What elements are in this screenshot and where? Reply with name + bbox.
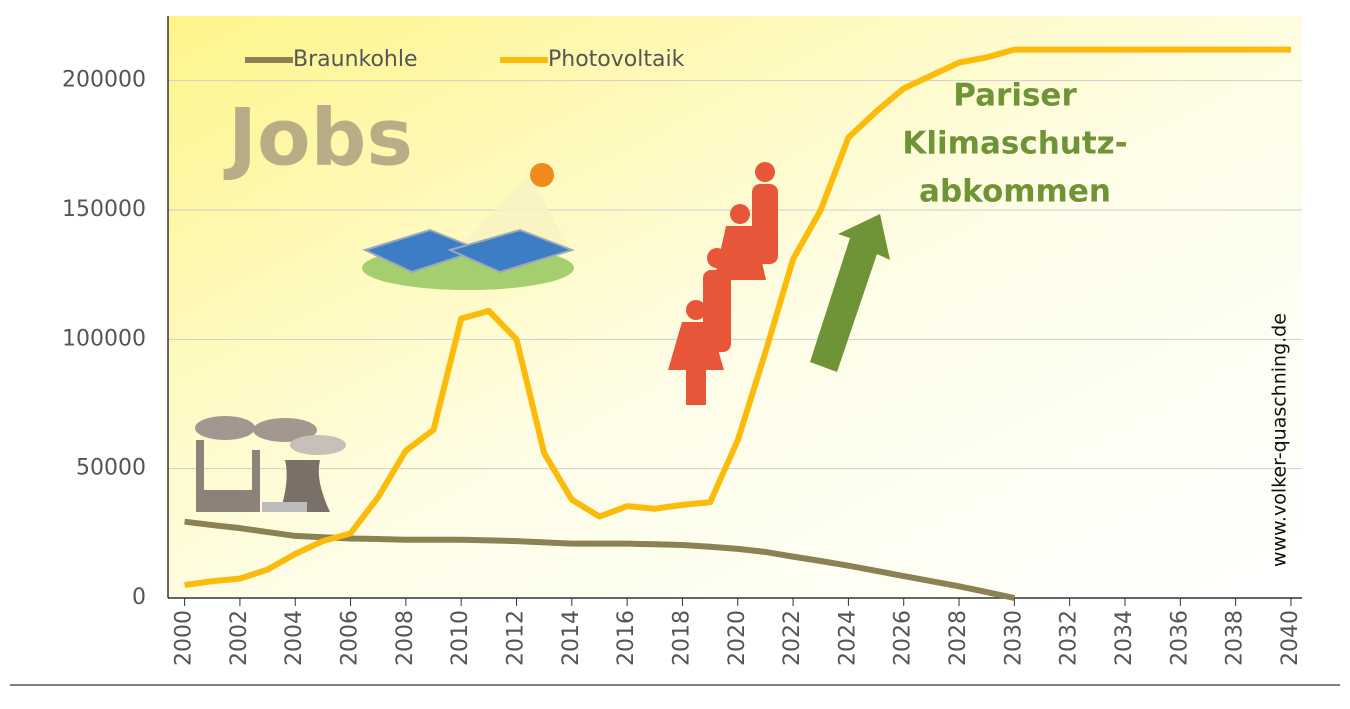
factory-icon: [195, 416, 346, 512]
y-tick-label: 200000: [62, 68, 146, 93]
solar-icon: [362, 163, 576, 290]
x-tick-label: 2000: [172, 610, 197, 666]
legend-label: Photovoltaik: [548, 47, 685, 72]
x-tick-label: 2036: [1167, 610, 1192, 666]
x-tick-label: 2010: [448, 610, 473, 666]
x-tick-label: 2040: [1278, 610, 1303, 666]
x-tick-label: 2028: [946, 610, 971, 666]
marks: 0 50000 100000 150000 200000 2000 2002 2004 2006…: [62, 16, 1303, 666]
x-tick-label: 2004: [282, 610, 307, 666]
arrow-icon: [810, 214, 890, 372]
annotation: Jobs: [223, 93, 413, 183]
annotation: abkommen: [919, 174, 1111, 210]
x-tick-label: 2002: [227, 610, 252, 666]
people-icon: [668, 162, 778, 405]
x-tick-label: 2012: [503, 610, 528, 666]
legend-label: Braunkohle: [293, 47, 418, 72]
x-tick-label: 2032: [1057, 610, 1082, 666]
x-tick-label: 2018: [669, 610, 694, 666]
series-line: [184, 46, 1291, 589]
x-tick-label: 2016: [614, 610, 639, 666]
x-tick-label: 2022: [780, 610, 805, 666]
x-tick-label: 2008: [393, 610, 418, 666]
plot-area: [168, 16, 1302, 598]
x-tick-label: 2038: [1223, 610, 1248, 666]
y-tick-label: 150000: [62, 197, 146, 222]
x-tick-label: 2014: [559, 610, 584, 666]
y-tick-label: 0: [132, 585, 146, 610]
x-tick-label: 2006: [338, 610, 363, 666]
y-tick-label: 50000: [76, 456, 146, 481]
series-line: [184, 518, 1015, 601]
x-tick-label: 2026: [891, 610, 916, 666]
annotation: Pariser: [953, 78, 1077, 114]
annotation: Klimaschutz-: [902, 126, 1127, 162]
watermark: www.volker-quaschning.de: [1269, 313, 1291, 567]
x-tick-label: 2020: [725, 610, 750, 666]
x-tick-label: 2034: [1112, 610, 1137, 666]
x-tick-label: 2030: [1001, 610, 1026, 666]
x-tick-label: 2024: [835, 610, 860, 666]
y-tick-label: 100000: [62, 326, 146, 351]
